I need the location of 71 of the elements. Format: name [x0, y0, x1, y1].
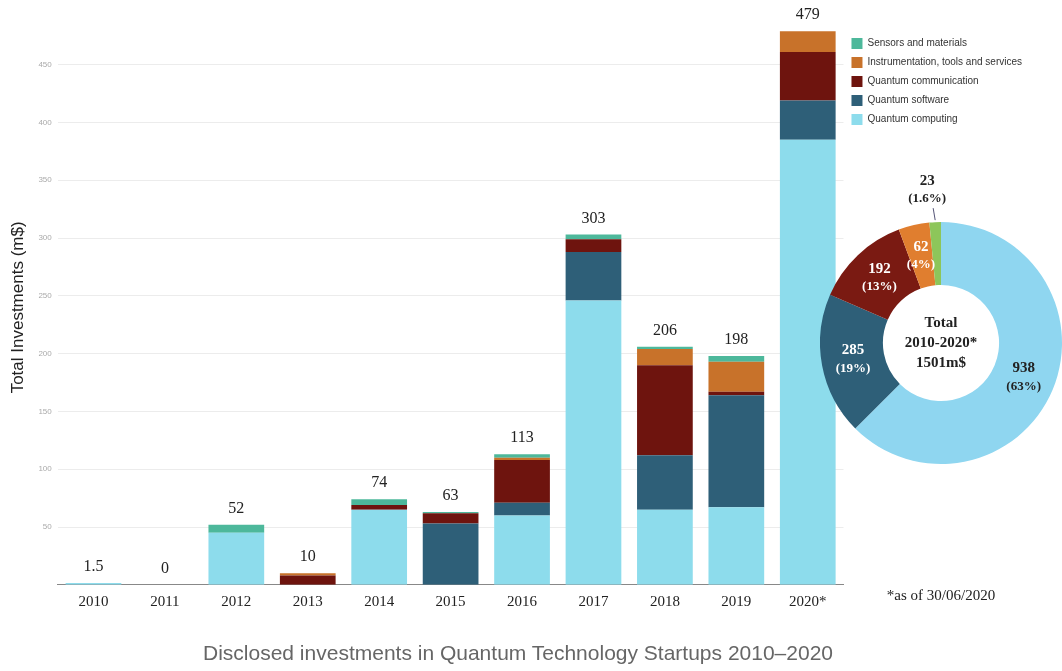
- data-label: 23 (1.6%): [908, 172, 947, 206]
- total-label: 198: [724, 330, 749, 348]
- bar: [494, 515, 550, 585]
- bar: [637, 349, 693, 366]
- total-label: 206: [652, 320, 677, 338]
- bar: [637, 365, 693, 456]
- x-tick-label: 2014: [364, 592, 395, 609]
- y-tick-label: 100: [38, 464, 53, 474]
- y-axis-title: Total Investments (m$): [7, 221, 27, 394]
- bar: [708, 507, 765, 585]
- bar: [779, 51, 836, 101]
- x-tick-label: 2018: [649, 592, 680, 609]
- y-tick-label: 50: [42, 522, 53, 532]
- bar: [494, 459, 550, 503]
- total-label: 303: [581, 208, 606, 226]
- y-tick-label: 150: [38, 406, 53, 416]
- data-label: 285 (19%): [835, 341, 871, 375]
- x-tick-label: 2017: [578, 592, 609, 609]
- y-tick-label: 400: [38, 117, 53, 127]
- y-tick-label: 300: [38, 233, 53, 243]
- total-label: 52: [228, 498, 245, 516]
- bar: [565, 300, 622, 585]
- bar: [779, 100, 836, 140]
- bar: [708, 361, 765, 392]
- bar: [208, 524, 265, 533]
- x-tick-label: 2020*: [789, 592, 827, 609]
- total-label: 0: [160, 559, 169, 576]
- total-label: 1.5: [83, 557, 104, 575]
- bar: [565, 251, 622, 301]
- x-tick-label: 2013: [292, 592, 323, 609]
- legend-label: Instrumentation, tools and services: [867, 56, 1023, 68]
- x-tick-label: 2016: [507, 592, 538, 609]
- legend-label: Sensors and materials: [867, 37, 967, 49]
- bar: [708, 355, 765, 362]
- data-label: 938 (63%): [1006, 359, 1042, 393]
- x-tick-label: 2015: [435, 592, 466, 609]
- bar: [279, 573, 336, 576]
- bar: [565, 239, 622, 252]
- bar: [351, 509, 408, 585]
- x-tick-label: 2010: [78, 592, 109, 609]
- total-label: 479: [795, 5, 820, 23]
- data-label: 62 (4%): [906, 237, 935, 272]
- bar: [779, 139, 836, 585]
- x-tick-label: 2011: [150, 592, 180, 609]
- text: *as of 30/06/2020: [886, 586, 996, 603]
- total-label: 63: [442, 486, 459, 504]
- total-label: 74: [371, 473, 388, 491]
- bar: [637, 509, 693, 585]
- bar: [708, 395, 765, 508]
- y-tick-label: 350: [38, 175, 53, 185]
- y-tick-label: 450: [38, 59, 53, 69]
- data-label: 192 (13%): [862, 259, 897, 294]
- bar: [208, 532, 265, 585]
- text: Total 2010-2020* 1501m$: [904, 313, 978, 370]
- bar: [422, 513, 479, 524]
- bar: [351, 505, 408, 510]
- y-tick-label: 200: [38, 348, 53, 358]
- total-label: 10: [299, 547, 316, 565]
- bar: [779, 31, 836, 52]
- bar: [422, 523, 479, 585]
- bar: [351, 499, 408, 506]
- x-tick-label: 2012: [221, 592, 252, 609]
- x-tick-label: 2019: [721, 592, 752, 609]
- legend-label: Quantum computing: [867, 113, 958, 125]
- y-tick-label: 250: [38, 291, 53, 301]
- legend-label: Quantum communication: [867, 75, 979, 87]
- bar: [637, 455, 693, 510]
- total-label: 113: [510, 428, 534, 446]
- legend-label: Quantum software: [867, 94, 950, 106]
- text: Disclosed investments in Quantum Technology Startups 2010–2020: [203, 641, 833, 665]
- bar: [494, 502, 550, 516]
